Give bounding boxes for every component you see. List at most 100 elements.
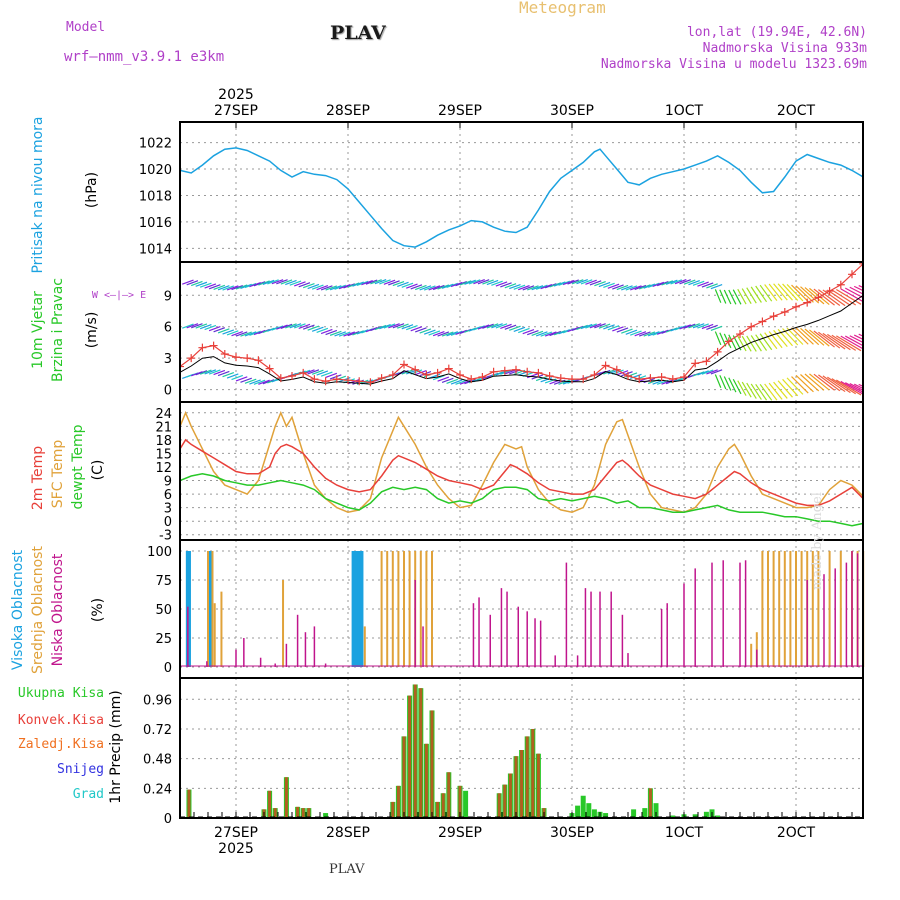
wind-barb [786, 327, 804, 345]
wind-barb [311, 284, 324, 290]
wind-barb [298, 323, 311, 329]
wind-barb [374, 324, 387, 331]
wind-barb [638, 284, 651, 290]
wind-barb [334, 331, 347, 337]
wind-barb [446, 378, 459, 384]
high-cloud-title: Visoka Oblacnost [10, 549, 26, 670]
wind-barb [392, 323, 405, 329]
day-label-bottom: 27SEP [214, 825, 258, 841]
wind-compass: W <–|–> E [92, 290, 146, 301]
wind-barb [768, 283, 783, 301]
wind-barb [240, 377, 252, 383]
wind-barb [311, 369, 324, 375]
wind-barb [594, 323, 606, 329]
y-tick-label-panel-3: 3 [164, 502, 172, 517]
day-label-top: 28SEP [326, 103, 370, 119]
wind-barb [195, 281, 208, 287]
wind-barb [518, 327, 530, 334]
wind-gust-marker [310, 375, 319, 384]
y-tick-label-panel-4: 25 [155, 632, 172, 647]
y-tick-label-panel-3: 0 [164, 515, 172, 530]
wind-unit: (m/s) [84, 312, 100, 349]
mid-cloud-title: Srednja Oblacnost [30, 546, 46, 674]
year-label-bottom: 2025 [218, 841, 254, 857]
wind-gust-marker [299, 368, 308, 377]
conv-precip-bar [514, 756, 518, 818]
conv-precip-bar [424, 743, 428, 818]
wind-barb [289, 280, 302, 286]
wind-barb [831, 378, 857, 395]
y-tick-label-panel-3: 6 [164, 488, 172, 503]
wind-barb [526, 285, 539, 291]
wind-barb [437, 376, 450, 382]
y-tick-label-panel-2: 9 [164, 289, 172, 304]
dewpt-line [180, 473, 863, 527]
conv-precip-bar [436, 801, 440, 818]
wind-gust-marker [332, 375, 341, 384]
wind-barb [755, 285, 768, 303]
wind-barb [697, 370, 709, 376]
pressure-line [180, 147, 863, 248]
wind-gust-marker [836, 280, 845, 289]
wind-barb [580, 279, 593, 285]
wind-barb [697, 323, 709, 329]
wind-barb [437, 331, 450, 337]
wind-gust-marker [702, 357, 711, 366]
day-label-bottom: 29SEP [438, 825, 482, 841]
wind-barb [182, 323, 194, 329]
y-tick-label-panel-3: 18 [155, 434, 172, 449]
wind-barb [347, 330, 360, 337]
y-tick-label-panel-5: 0.48 [143, 753, 172, 768]
wind-gust-marker [747, 322, 756, 331]
wind-gust-marker [489, 367, 498, 376]
wind-barb [750, 286, 762, 303]
conv-precip-bar [508, 773, 512, 818]
wind-gust-marker [646, 374, 655, 383]
wind-gust-marker [388, 370, 397, 379]
wind-barb [679, 324, 691, 330]
wind-barb [307, 325, 320, 331]
total-precip-bar [591, 809, 597, 818]
wind-speed-line [180, 294, 863, 385]
wind-barb [428, 330, 441, 336]
wind-barb [710, 325, 723, 331]
wind-barb [195, 323, 208, 329]
wind-barb [558, 379, 571, 385]
wind-gust-marker [556, 374, 565, 383]
conv-precip-bar [408, 695, 412, 818]
wind-barb [190, 280, 203, 287]
wind-barb [526, 330, 539, 336]
wind-barb [710, 369, 723, 375]
wind-barb [710, 284, 723, 290]
wind-barb [723, 376, 732, 391]
y-tick-label-panel-2: 6 [164, 321, 172, 336]
footer-station: PLAV [329, 862, 365, 877]
total-precip-bar [323, 813, 329, 818]
wind-barb [298, 282, 311, 288]
wind-barb [773, 381, 788, 399]
wind-barb [190, 323, 203, 329]
wind-barb [262, 379, 275, 385]
wind-barb [504, 324, 517, 330]
total-precip-bar [692, 814, 698, 818]
wind-barb [276, 279, 288, 285]
total-precip-bar [580, 795, 586, 818]
wind-barb [706, 324, 718, 330]
wind-barb [737, 288, 747, 305]
day-label-bottom: 1OCT [665, 825, 704, 841]
wind-gust-marker [814, 293, 823, 302]
wind-barb [813, 288, 835, 306]
model-elevation: Nadmorska Visina u modelu 1323.69m [600, 57, 867, 72]
wind-barb [723, 289, 732, 305]
conv-precip-bar [430, 710, 434, 818]
wind-barb [746, 335, 757, 352]
wind-barb [755, 383, 768, 401]
wind-barb [213, 284, 226, 291]
wind-barb [450, 379, 463, 385]
wind-barb [325, 372, 338, 379]
wind-barb [316, 370, 329, 376]
wind-barb [482, 323, 494, 329]
wind-barb [289, 323, 302, 329]
plot-marks [180, 147, 865, 818]
